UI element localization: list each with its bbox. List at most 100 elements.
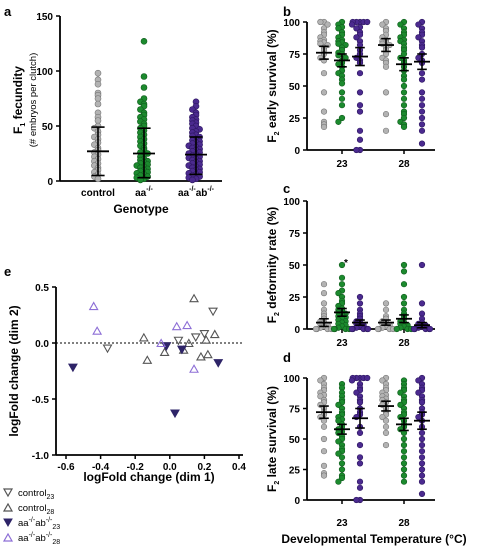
legend-marker-aaab23	[3, 518, 13, 528]
panel-a-ytick: 50	[42, 122, 54, 133]
panel-a-xlabel: Genotype	[113, 202, 169, 216]
panel-b-point	[335, 118, 342, 125]
panel-e-point	[182, 320, 193, 330]
panel-d-point	[335, 417, 342, 424]
panel-a-xtick-aaab: aa-/-ab-/-	[178, 186, 215, 199]
panel-e-point	[67, 363, 78, 373]
panel-a-ylabel: F1 fecundity	[11, 66, 27, 134]
panel-d-point	[400, 435, 408, 443]
panel-c-point	[356, 300, 364, 307]
panel-d-point	[338, 474, 346, 482]
panel-d-point	[400, 460, 408, 467]
panel-b-error-bar	[316, 45, 332, 60]
panel-d-point	[338, 460, 346, 467]
panel-c-error-bar	[334, 307, 350, 318]
panel-c-point	[400, 300, 408, 307]
panel-c-point	[426, 325, 434, 333]
panel-c-point	[418, 300, 426, 307]
panel-e-point	[173, 336, 184, 346]
panel-b-xtick: 23	[336, 159, 348, 170]
panel-c-point	[382, 306, 390, 313]
panel-b-point	[418, 70, 426, 77]
panel-b-point	[324, 21, 331, 28]
panel-b-point	[418, 44, 426, 51]
panel-c-error-bar	[414, 321, 430, 329]
panel-d-point	[400, 454, 408, 461]
panel-b-point	[400, 76, 408, 83]
panel-d-point	[335, 438, 342, 445]
panel-b-point	[379, 21, 386, 28]
panel-a-label: a	[4, 4, 12, 19]
panel-d-point	[317, 393, 324, 400]
panel-b-error-bar	[352, 46, 368, 67]
panel-b-point	[400, 102, 408, 109]
panel-b-point	[356, 136, 364, 143]
panel-c-point	[364, 325, 372, 333]
panel-e-point	[138, 332, 149, 342]
panel-c-ytick: 0	[294, 325, 300, 336]
panel-e-point	[190, 333, 201, 343]
panel-c-point	[338, 281, 346, 288]
panel-e-point	[171, 321, 182, 331]
panel-a-point	[94, 175, 102, 183]
panel-b-point	[338, 89, 346, 96]
panel-b-label: b	[283, 4, 291, 19]
panel-a-point	[94, 117, 102, 124]
panel-e-point	[159, 347, 170, 357]
panel-b-point	[418, 108, 426, 115]
panel-b-point	[418, 121, 426, 128]
panel-d-point	[418, 429, 426, 437]
panel-b-point	[400, 114, 408, 122]
panel-e-xtick: 0.2	[197, 462, 211, 473]
panel-d-ytick: 50	[289, 435, 301, 446]
legend-label-control28: control28	[18, 503, 54, 516]
panel-b-ytick: 50	[289, 82, 301, 93]
panel-b-xtick: 28	[398, 159, 410, 170]
panel-c-point	[312, 325, 320, 333]
legend-label-aaab28: aa-/-ab-/-28	[18, 532, 60, 546]
panel-d-point	[418, 478, 426, 485]
panel-b-point	[353, 34, 360, 41]
panel-b-error-bar	[378, 37, 394, 53]
panel-c-point	[400, 261, 408, 269]
panel-d-point	[379, 413, 386, 421]
panel-e-point	[176, 345, 187, 355]
panel-d-point	[418, 490, 426, 498]
panel-b-ytick: 75	[289, 50, 301, 61]
panel-d-points	[316, 374, 430, 504]
panel-d-point	[379, 377, 386, 384]
panel-d-point	[356, 442, 364, 449]
panel-c-point	[400, 293, 408, 301]
panel-d-point	[397, 389, 404, 396]
panel-d-label: d	[283, 350, 291, 365]
panel-c-point	[418, 261, 426, 269]
panel-c-ytick: 75	[289, 229, 301, 240]
panel-d-point	[320, 448, 328, 455]
panel-d-error-bar	[378, 400, 394, 412]
panel-b-point	[415, 34, 422, 41]
panel-e-point	[170, 409, 180, 419]
panel-d-point	[353, 496, 360, 504]
panel-a-ytick: 150	[36, 12, 53, 23]
panel-a-point	[140, 37, 148, 45]
panel-d-point	[338, 466, 346, 473]
panel-b-point	[353, 25, 360, 32]
panel-c-point	[330, 325, 338, 333]
panel-e-point	[88, 301, 99, 311]
panel-e-point	[209, 329, 220, 339]
panel-e-point	[199, 329, 210, 339]
panel-c-error-bar	[396, 314, 412, 324]
panel-b-point	[335, 40, 342, 47]
panel-a-xtick-control: control	[81, 188, 115, 199]
panel-c-ylabel: F2 deformity rate (%)	[265, 207, 281, 324]
legend-marker-control23	[2, 488, 14, 498]
panel-d-point	[356, 484, 364, 491]
panel-b-point	[356, 89, 364, 96]
panel-e-points	[67, 293, 224, 419]
panel-b-point	[382, 63, 390, 70]
panel-b-point	[320, 70, 328, 77]
panel-e-point	[189, 364, 199, 373]
panel-c-error-bar	[316, 317, 332, 328]
panel-d-point	[400, 466, 408, 473]
panel-c-point	[400, 268, 408, 275]
